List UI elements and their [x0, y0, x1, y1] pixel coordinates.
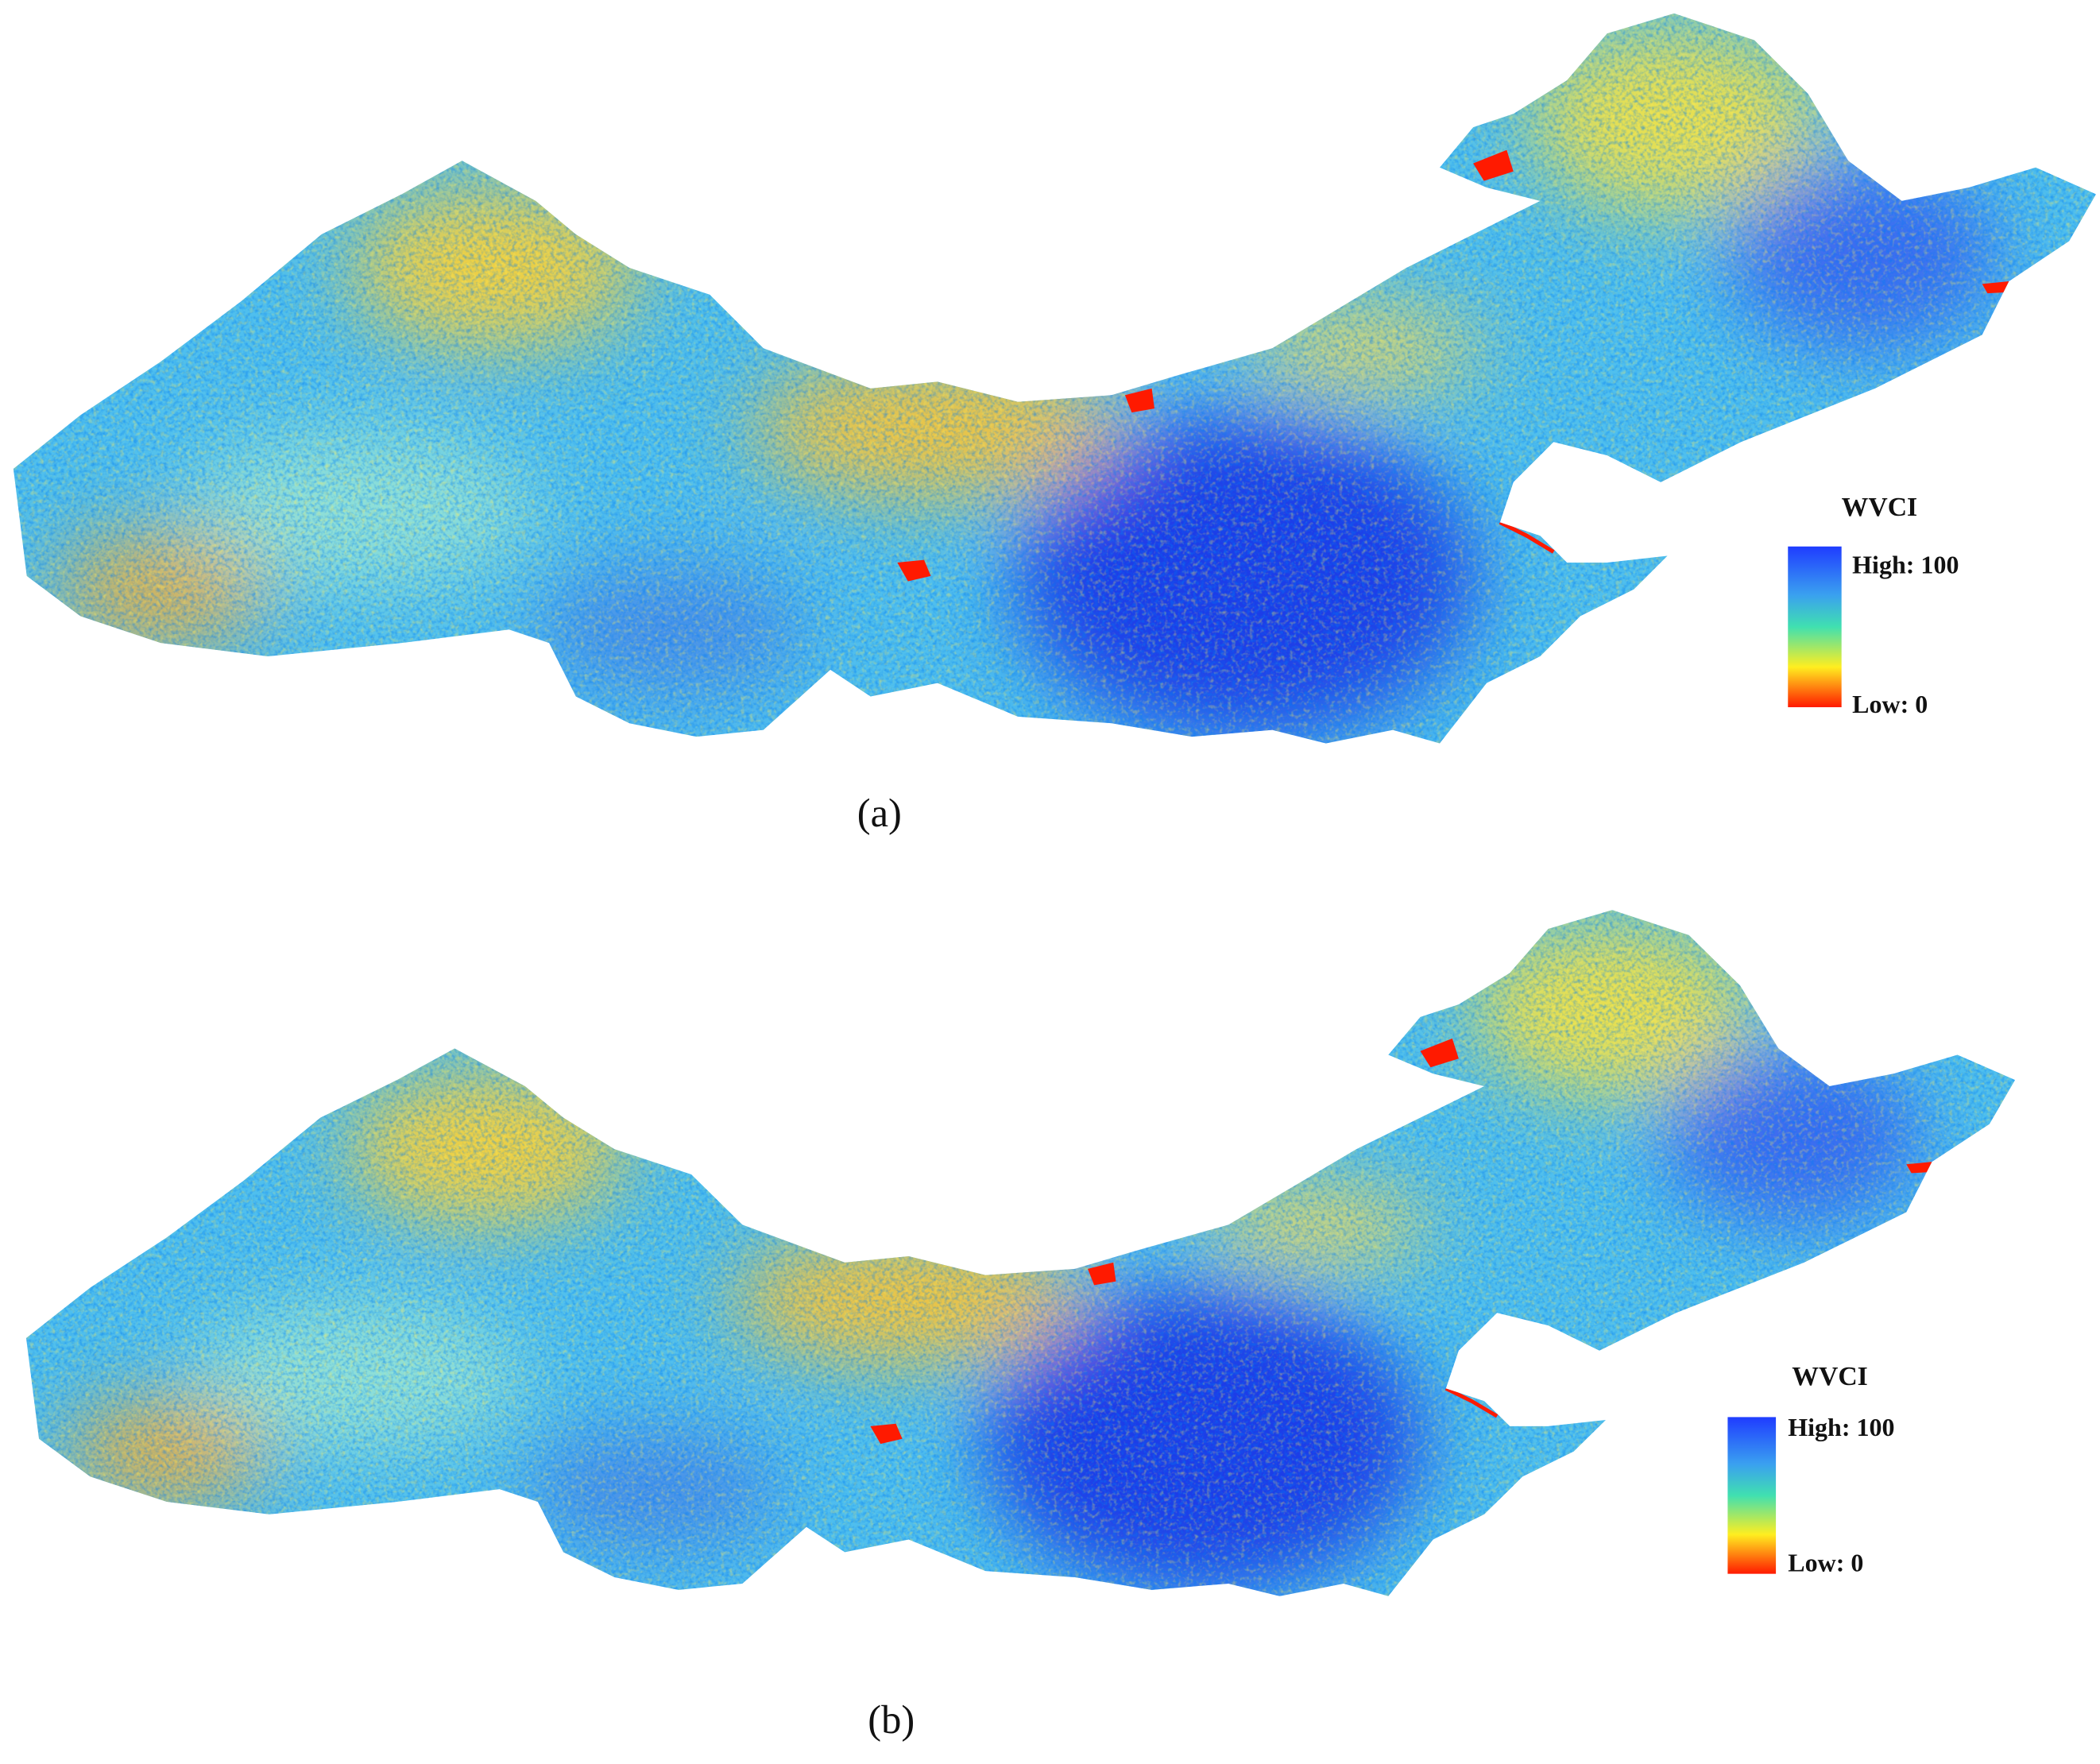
legend-high: High: 100 [1788, 1413, 1894, 1441]
legend-title: WVCI [1842, 493, 1917, 522]
legend-high: High: 100 [1852, 550, 1959, 578]
map [14, 897, 2019, 1615]
map [0, 0, 2100, 764]
panel-b: WVCI High: 100 Low: 0 (b) [14, 897, 2019, 1742]
caption: (a) [857, 791, 902, 835]
legend-low: Low: 0 [1788, 1548, 1863, 1576]
caption: (b) [868, 1697, 915, 1742]
legend-low: Low: 0 [1852, 690, 1928, 718]
legend-title: WVCI [1792, 1362, 1867, 1391]
panel-a: WVCI High: 100 Low: 0 (a) [0, 0, 2100, 835]
color-bar [1788, 546, 1842, 708]
color-bar [1727, 1417, 1777, 1574]
